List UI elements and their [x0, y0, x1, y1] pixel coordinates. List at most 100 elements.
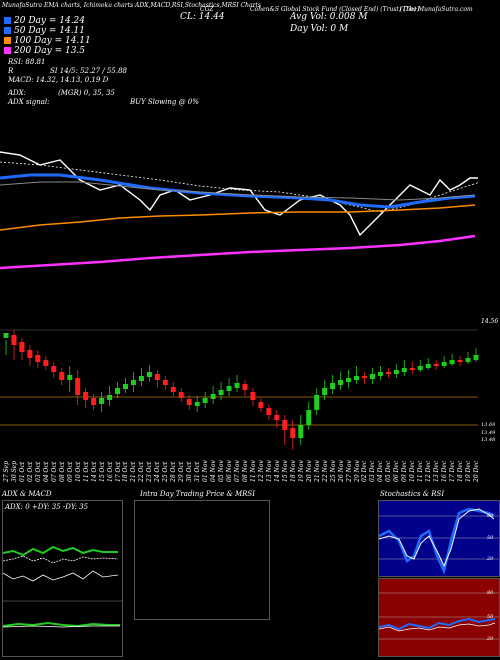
- date-tick: 22 Nov: [321, 460, 329, 482]
- stoch-level-20: 20: [487, 556, 494, 562]
- candle-body: [234, 383, 240, 388]
- avg-volume: Avg Vol: 0.008 M: [290, 12, 368, 22]
- candle-body: [59, 372, 65, 380]
- price-line: [0, 151, 478, 237]
- adx-lines: [3, 545, 122, 628]
- date-tick: 02 Dec: [361, 460, 369, 482]
- date-tick: 26 Nov: [337, 460, 345, 482]
- ema20-swatch: [4, 17, 11, 24]
- date-tick: 10 Oct: [74, 461, 82, 482]
- ema100-swatch: [4, 37, 11, 44]
- stoch-panel: 80 50 20: [378, 500, 500, 577]
- candle-body: [122, 384, 128, 389]
- candle-body: [266, 408, 272, 415]
- candle-body: [314, 395, 320, 410]
- candle-body: [322, 388, 328, 395]
- day-volume: Day Vol: 0 M: [290, 24, 349, 34]
- candle-body: [107, 395, 113, 400]
- date-tick: 19 Nov: [297, 460, 305, 482]
- ema100-line: [0, 204, 476, 231]
- date-tick: 27 Nov: [345, 460, 353, 482]
- stoch-lines: [379, 507, 499, 575]
- candle-body: [218, 390, 224, 395]
- candle-body: [210, 394, 216, 399]
- date-tick: 17 Oct: [114, 461, 122, 482]
- date-tick: 04 Nov: [210, 460, 218, 482]
- rsi-level-80: 80: [487, 590, 494, 596]
- candle-body: [91, 398, 97, 405]
- date-tick: 11 Nov: [249, 460, 257, 482]
- rsi-level-20: 20: [487, 636, 494, 642]
- rsi-lines: [379, 592, 499, 640]
- candle-body: [51, 366, 57, 372]
- date-tick: 03 Dec: [369, 460, 377, 482]
- date-tick: 12 Dec: [425, 460, 433, 482]
- candle-chart: [0, 329, 479, 450]
- candle-body: [306, 410, 312, 425]
- date-tick: 29 Nov: [353, 460, 361, 482]
- candle-body: [178, 392, 184, 398]
- date-tick: 17 Dec: [449, 460, 457, 482]
- candle-body: [99, 398, 105, 404]
- date-tick: 23 Oct: [146, 461, 154, 482]
- date-tick: 05 Nov: [218, 460, 226, 482]
- price-label-1: 13.69: [481, 422, 496, 428]
- date-tick: 20 Dec: [473, 460, 480, 482]
- adx-label: ADX:: [8, 89, 27, 97]
- candle-body: [11, 335, 17, 345]
- date-tick: 27 Sep: [3, 460, 10, 482]
- date-tick: 31 Oct: [194, 461, 202, 482]
- candle-body: [433, 364, 439, 366]
- date-tick: 03 Oct: [34, 461, 42, 482]
- date-tick: 05 Dec: [385, 460, 393, 482]
- site-name: (The) MunafaSutra.com: [400, 6, 473, 13]
- price-label-3: 13.48: [481, 437, 496, 443]
- candle-body: [465, 358, 471, 362]
- stoch-panel-title: Stochastics & RSI: [380, 490, 445, 498]
- candle-body: [274, 415, 280, 420]
- date-tick: 02 Oct: [26, 461, 34, 482]
- price-label-2: 13.49: [481, 430, 496, 436]
- candle-body: [3, 333, 9, 338]
- date-tick: 06 Dec: [393, 460, 401, 482]
- date-tick: 09 Oct: [66, 461, 74, 482]
- macd-label: MACD: 14.32, 14.13, 0.19 D: [8, 76, 109, 84]
- date-tick: 07 Nov: [234, 460, 242, 482]
- candle-body: [67, 375, 73, 380]
- candle-body: [170, 387, 176, 392]
- candle-body: [250, 392, 256, 400]
- candle-body: [338, 380, 344, 385]
- candle-body: [282, 420, 288, 430]
- candle-body: [441, 362, 447, 366]
- date-tick: 22 Oct: [138, 461, 146, 482]
- date-tick: 10 Dec: [409, 460, 417, 482]
- candle-body: [346, 378, 352, 382]
- ema50-line: [0, 181, 476, 201]
- candle-body: [186, 399, 192, 405]
- date-tick: 11 Dec: [417, 460, 425, 482]
- date-tick: 01 Nov: [202, 460, 210, 482]
- date-tick: 04 Dec: [377, 460, 385, 482]
- stoch-level-80: 80: [487, 513, 494, 519]
- date-tick: 21 Oct: [130, 461, 138, 482]
- ema200-line: [0, 234, 476, 270]
- date-tick: 12 Nov: [257, 460, 265, 482]
- adx-panel: ADX: 0 +DY: 35 -DY: 35: [2, 500, 123, 657]
- candle-body: [162, 380, 168, 385]
- date-tick: 04 Oct: [42, 461, 50, 482]
- candle-body: [43, 360, 49, 366]
- header-title: MunafaSutra EMA charts, Ichimoku charts …: [2, 2, 261, 9]
- symbol-label: CGZ: [200, 6, 214, 13]
- date-tick: 15 Oct: [98, 461, 106, 482]
- candle-body: [330, 383, 336, 389]
- intraday-panel: [134, 500, 270, 620]
- candle-body: [417, 366, 423, 370]
- date-tick: 28 Oct: [170, 461, 178, 482]
- adx-signal-label: ADX signal:: [8, 98, 50, 106]
- date-tick: 18 Dec: [457, 460, 465, 482]
- candle-body: [83, 392, 89, 400]
- candle-body: [75, 378, 81, 395]
- candle-body: [473, 355, 479, 360]
- adx-panel-title: ADX & MACD: [2, 490, 52, 498]
- ema200-label: 200 Day = 13.5: [14, 46, 86, 56]
